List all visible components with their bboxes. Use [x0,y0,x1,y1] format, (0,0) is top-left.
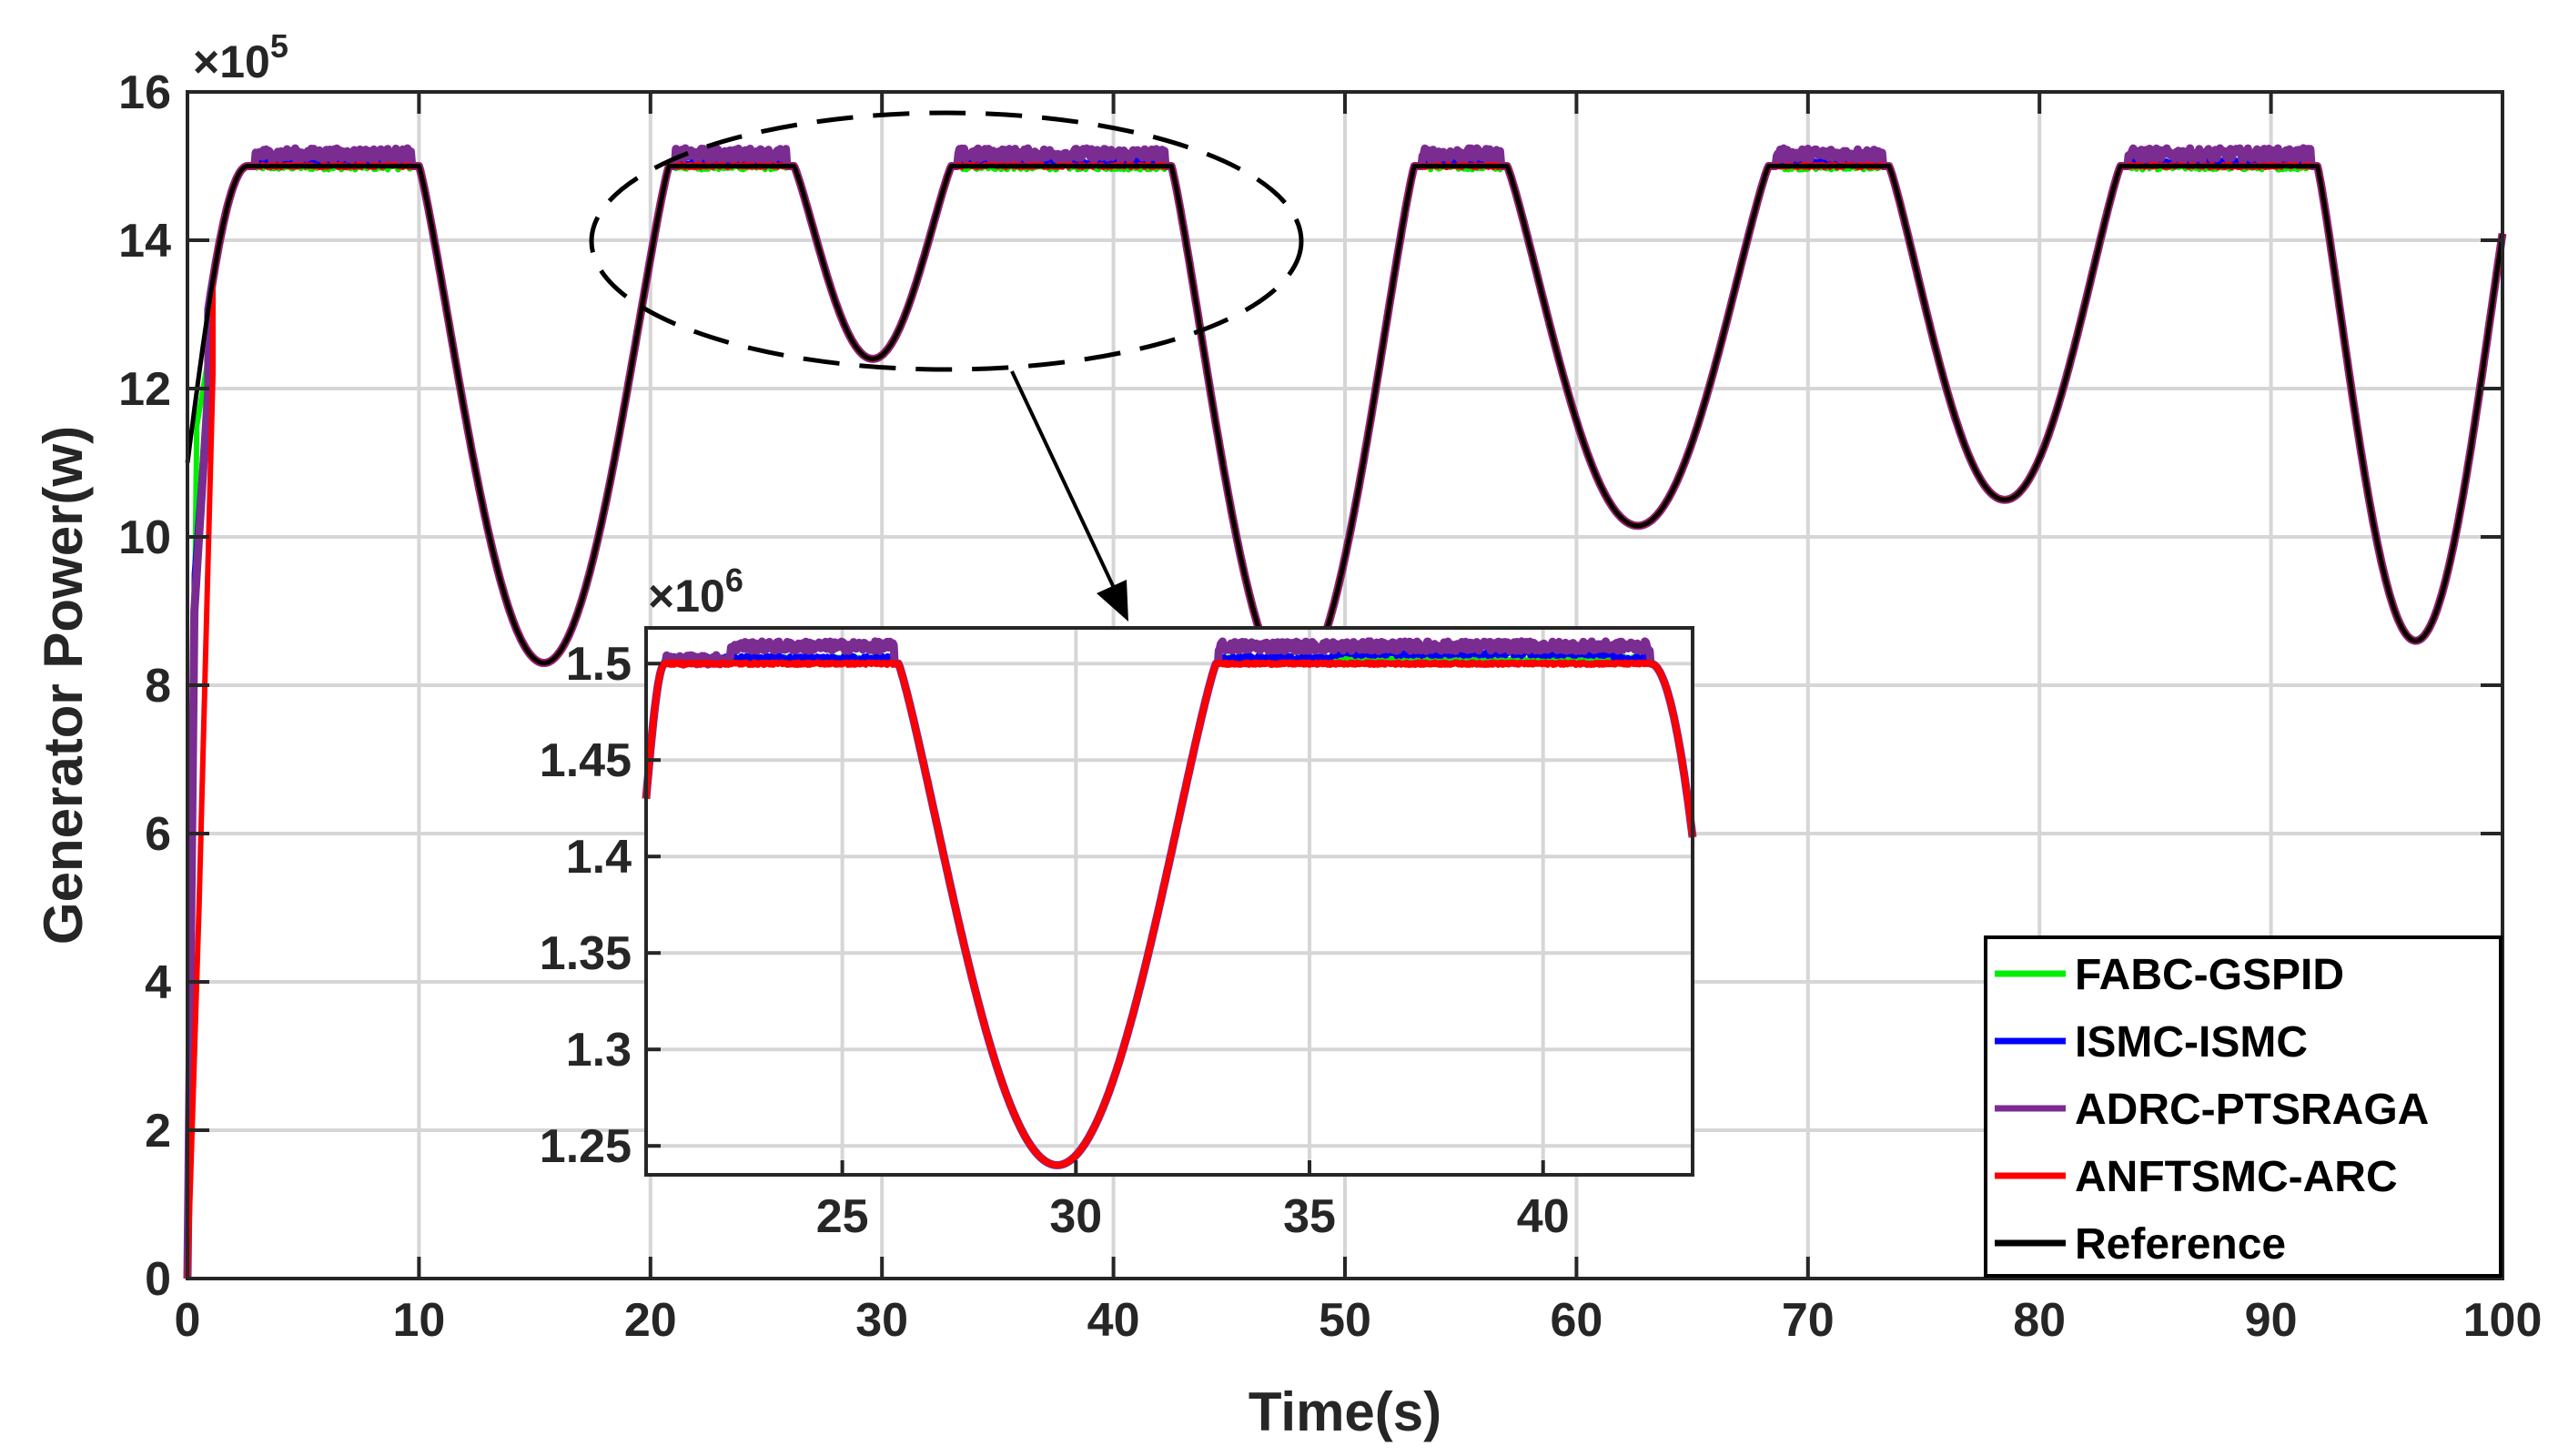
inset-axes: 25 30 35 40 1.25 1.3 1.35 1.4 1.45 1.5 ×106 [540,561,1697,1243]
zoom-arrow-line [1010,370,1117,591]
inset-y-tick-label: 1.25 [540,1120,632,1173]
inset-y-exponent-label: ×106 [648,561,743,622]
main-series-lines [183,144,2507,1279]
main-y-multiplier: ×10 [193,36,270,87]
inset-series-lines [642,637,1697,1169]
inset-y-multiplier: ×10 [648,571,725,622]
y-axis-title: Generator Power(w) [33,426,94,945]
inset-y-tick-label: 1.3 [566,1024,632,1077]
inset-y-tick-label: 1.45 [540,734,632,787]
main-x-tick-label: 80 [2013,1294,2066,1347]
main-x-tick-label: 90 [2245,1294,2298,1347]
inset-y-exponent: 6 [725,561,743,599]
main-x-tick-label: 10 [392,1294,445,1347]
zoom-arrow-head [1097,580,1128,622]
main-y-tick-label: 6 [145,808,171,861]
main-y-tick-label: 14 [118,215,171,268]
main-x-tick-label: 50 [1319,1294,1371,1347]
main-y-tick-label: 16 [118,66,171,119]
inset-y-tick-labels: 1.25 1.3 1.35 1.4 1.45 1.5 [540,638,632,1173]
inset-plot-area [646,628,1693,1175]
legend-label: Reference [2075,1220,2286,1269]
legend-label: ANFTSMC-ARC [2075,1153,2398,1201]
main-x-tick-label: 20 [624,1294,677,1347]
legend-box [1984,935,2502,1278]
main-x-tick-label: 30 [855,1294,908,1347]
legend: FABC-GSPID ISMC-ISMC ADRC-PTSRAGA ANFTSMC-A… [1984,935,2502,1278]
inset-series-anftsmc-arc [642,659,1696,1168]
main-y-tick-label: 10 [118,511,171,564]
inset-y-tick-label: 1.4 [566,831,632,884]
main-y-tick-label: 0 [145,1253,171,1306]
main-x-tick-label: 0 [175,1294,201,1347]
main-y-tick-label: 2 [145,1105,171,1158]
inset-x-tick-label: 30 [1049,1190,1102,1243]
main-y-tick-label: 8 [145,660,171,713]
main-x-tick-label: 100 [2463,1294,2543,1347]
inset-axes-box [644,626,1694,1177]
zoom-region-ellipse [589,110,1304,372]
main-y-tick-labels: 0 2 4 6 8 10 12 14 16 [118,66,171,1306]
inset-y-tick-label: 1.35 [540,927,632,980]
zoom-annotation [589,110,1304,622]
inset-x-tick-label: 25 [816,1190,869,1243]
legend-label: ISMC-ISMC [2075,1018,2308,1067]
main-x-tick-label: 60 [1550,1294,1603,1347]
main-y-exponent: 5 [270,27,288,65]
main-x-tick-label: 40 [1087,1294,1140,1347]
inset-x-tick-label: 35 [1283,1190,1336,1243]
main-y-tick-label: 12 [118,363,171,416]
x-axis-title: Time(s) [1249,1381,1441,1442]
inset-tick-marks [646,662,1545,1175]
main-y-exponent-label: ×105 [193,27,288,87]
main-series-reference [185,164,2505,688]
main-y-tick-label: 4 [145,956,171,1009]
legend-items: FABC-GSPID ISMC-ISMC ADRC-PTSRAGA ANFTSMC-A… [1995,951,2429,1269]
inset-x-tick-labels: 25 30 35 40 [816,1190,1570,1243]
legend-label: FABC-GSPID [2075,951,2344,999]
inset-x-tick-label: 40 [1517,1190,1570,1243]
legend-label: ADRC-PTSRAGA [2075,1086,2429,1134]
main-x-tick-label: 70 [1782,1294,1835,1347]
main-x-tick-labels: 0 10 20 30 40 50 60 70 80 90 100 [175,1294,2543,1347]
inset-y-tick-label: 1.5 [566,638,632,691]
